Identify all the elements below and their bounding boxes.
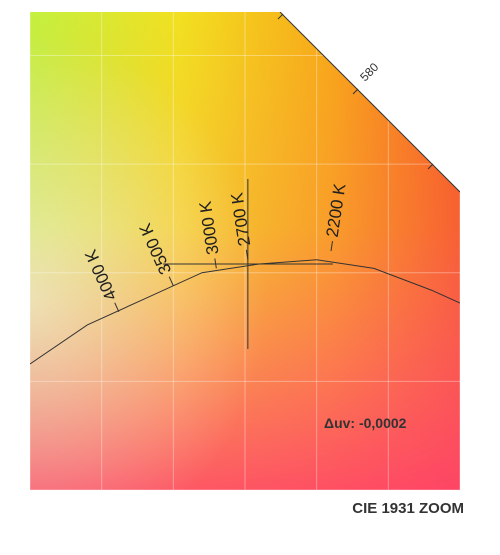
grid [30,12,460,490]
spectral-tick [427,163,434,170]
isotherm-tick [168,276,174,286]
isotherm-tick [114,302,120,313]
spectral-tick [277,13,284,20]
duv-annotation: Δuv: -0,0002 [324,415,407,431]
spectral-locus-line [279,12,460,193]
isotherm-tick [330,241,333,252]
plot-area: 580 4000 K 3500 K 3000 K 2700 K 2200 K Δuv: … [30,12,460,490]
isotherm-tick [214,258,217,269]
spectral-tick-580 [352,88,359,95]
chart-title: CIE 1931 ZOOM [352,500,464,517]
